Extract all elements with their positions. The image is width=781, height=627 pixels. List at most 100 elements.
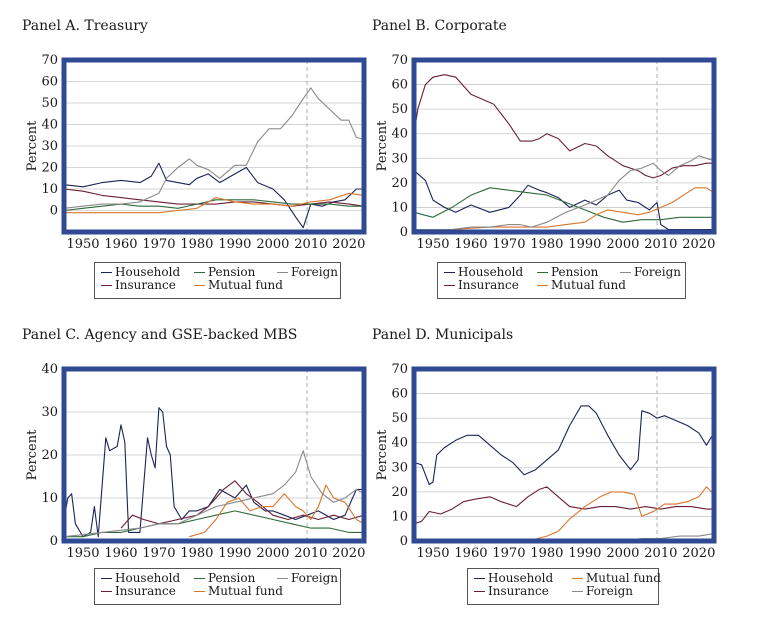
series-line-insurance [413,74,714,179]
legend-swatch [101,578,112,579]
y-tick-label: 10 [41,182,58,197]
panel-a: Panel A. Treasury 0 10 20 30 40 50 60 70 1950 196… [20,18,380,318]
legend-swatch [194,285,205,286]
series-line-household [413,405,715,486]
series-line-pension [63,199,364,212]
panel-c-legend: Household Pension Foreign Insurance Mutual f… [94,568,341,605]
legend-label: Household [115,265,181,279]
legend-label: Insurance [115,584,176,598]
legend-swatch [572,591,583,592]
panel-b-chart: 0 10 20 30 40 50 60 70 1950 1960 1970 1980 1990 2000 2… [375,53,717,252]
y-tick-label: 60 [391,78,408,93]
x-tick-label: 1980 [180,546,213,561]
x-tick-label: 1950 [66,546,99,561]
x-tick-label: 2000 [256,546,289,561]
panel-b-legend: Household Pension Foreign Insurance Mutual f… [437,262,686,299]
y-tick-label: 0 [50,534,58,549]
x-tick-label: 2010 [644,546,677,561]
plot-frame [61,57,367,235]
y-tick-label: 40 [391,436,408,451]
y-tick-label: 0 [50,204,58,219]
legend-swatch [620,272,631,273]
y-tick-label: 20 [391,176,408,191]
y-tick-label: 10 [41,491,58,506]
x-tick-label: 1960 [454,546,487,561]
legend-swatch [277,578,288,579]
y-tick-label: 60 [41,75,58,90]
x-tick-label: 1970 [142,546,175,561]
x-tick-label: 1950 [416,237,449,252]
x-tick-label: 1990 [218,237,251,252]
legend-swatch [194,272,205,273]
x-tick-label: 1960 [454,237,487,252]
x-tick-label: 2010 [294,237,327,252]
x-tick-label: 1980 [530,237,563,252]
y-tick-label: 30 [391,460,408,475]
y-axis-label: Percent [375,429,390,480]
series-line-insurance [120,480,365,529]
series-line-household [413,170,714,231]
y-tick-label: 10 [391,509,408,524]
legend-swatch [444,272,455,273]
x-tick-label: 1990 [568,237,601,252]
legend-swatch [101,285,112,286]
y-axis-label: Percent [25,120,40,171]
series-line-mutual-fund [64,192,365,214]
y-tick-label: 30 [41,405,58,420]
x-tick-label: 2010 [644,237,677,252]
legend-label: Mutual fund [551,278,626,292]
panel-a-legend: Household Pension Foreign Insurance Mutual f… [94,262,341,299]
panel-b-title: Panel B. Corporate [372,18,507,34]
x-tick-label: 1980 [180,237,213,252]
y-tick-label: 20 [391,485,408,500]
legend-swatch [474,578,485,579]
legend-label: Foreign [586,584,633,598]
panel-a-chart: 0 10 20 30 40 50 60 70 1950 1960 1970 1980 1990 2000 2… [25,53,367,252]
series-line-mutual-fund [527,486,715,542]
legend-label: Mutual fund [208,584,283,598]
y-tick-label: 30 [41,139,58,154]
panel-d-legend: Household Mutual fund Insurance Foreign [467,568,661,605]
panel-c-title: Panel C. Agency and GSE-backed MBS [22,327,298,343]
y-tick-label: 70 [41,53,58,68]
x-tick-label: 1960 [104,546,137,561]
series-line-insurance [63,188,365,207]
x-tick-label: 2020 [332,546,365,561]
y-tick-label: 70 [391,53,408,68]
legend-swatch [101,272,112,273]
y-axis-label: Percent [25,429,40,480]
y-tick-label: 50 [41,96,58,111]
panel-b: Panel B. Corporate 0 10 20 30 40 50 60 70 1950 19… [370,18,730,318]
legend-label: Household [488,571,554,585]
series-line-mutual-fund [413,187,715,233]
legend-label: Insurance [115,278,176,292]
series-line-mutual-fund [189,484,365,538]
legend-label: Pension [208,265,256,279]
legend-swatch [537,272,548,273]
x-tick-label: 1970 [492,546,525,561]
panel-d-title: Panel D. Municipals [372,327,514,343]
x-tick-label: 1950 [416,546,449,561]
legend-swatch [194,591,205,592]
legend-label: Household [458,265,524,279]
legend-swatch [537,285,548,286]
legend-label: Pension [551,265,599,279]
x-tick-label: 2020 [682,237,715,252]
y-tick-label: 40 [391,127,408,142]
plot-frame [411,366,717,544]
panel-d: Panel D. Municipals 0 10 20 30 40 50 60 70 1950 1… [370,327,730,627]
plot-frame [61,366,367,544]
series-line-foreign [414,155,715,231]
x-tick-label: 1980 [530,546,563,561]
y-tick-label: 70 [391,362,408,377]
x-tick-label: 1970 [492,237,525,252]
panel-a-title: Panel A. Treasury [22,18,148,34]
y-tick-label: 40 [41,362,58,377]
y-tick-label: 10 [391,200,408,215]
y-tick-label: 30 [391,151,408,166]
series-line-household [63,162,364,229]
x-tick-label: 2020 [682,546,715,561]
panel-c: Panel C. Agency and GSE-backed MBS 0 10 20… [20,327,380,627]
x-tick-label: 1990 [218,546,251,561]
legend-label: Foreign [634,265,681,279]
